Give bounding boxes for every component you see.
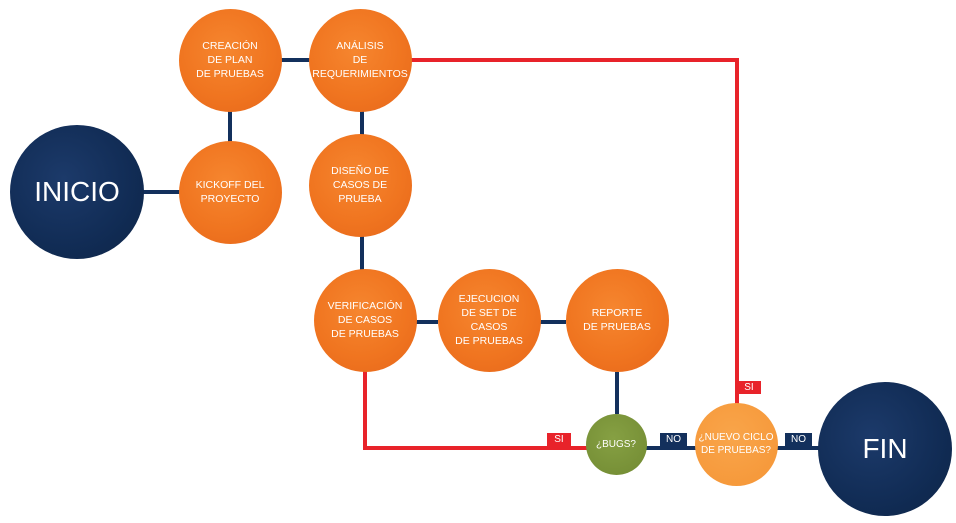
verificacion-casos-label: VERIFICACIÓN DE CASOS DE PRUEBAS: [327, 300, 403, 340]
reporte-pruebas-node: REPORTE DE PRUEBAS: [565, 268, 669, 372]
diseno-casos-node: DISEÑO DE CASOS DE PRUEBA: [308, 133, 412, 237]
si-nuevo-ciclo-tag: SI: [737, 381, 761, 394]
creacion-plan-label: CREACIÓN DE PLAN DE PRUEBAS: [196, 40, 264, 80]
analisis-requerimientos-node: ANÁLISIS DE REQUERIMIENTOS: [308, 8, 412, 112]
line-nuevociclo-si-loop: [410, 58, 739, 404]
nuevo-ciclo-decision-label: ¿NUEVO CICLO DE PRUEBAS?: [698, 432, 774, 456]
reporte-pruebas-label: REPORTE DE PRUEBAS: [583, 307, 651, 333]
ejecucion-set-node: EJECUCION DE SET DE CASOS DE PRUEBAS: [437, 268, 541, 372]
diseno-casos-label: DISEÑO DE CASOS DE PRUEBA: [331, 165, 389, 205]
kickoff-node: KICKOFF DEL PROYECTO: [178, 140, 282, 244]
inicio-node: INICIO: [10, 125, 144, 259]
analisis-requerimientos-label: ANÁLISIS DE REQUERIMIENTOS: [312, 40, 408, 80]
verificacion-casos-node: VERIFICACIÓN DE CASOS DE PRUEBAS: [313, 268, 417, 372]
bugs-decision-label: ¿BUGS?: [595, 438, 636, 450]
bugs-decision-node: ¿BUGS?: [585, 413, 647, 475]
kickoff-label: KICKOFF DEL PROYECTO: [195, 179, 265, 205]
fin-label: FIN: [862, 433, 908, 464]
creacion-plan-node: CREACIÓN DE PLAN DE PRUEBAS: [178, 8, 282, 112]
no-bugs-tag: NO: [660, 433, 687, 446]
inicio-label: INICIO: [34, 176, 120, 207]
ejecucion-set-label: EJECUCION DE SET DE CASOS DE PRUEBAS: [455, 293, 523, 347]
line-bugs-si-loop: [363, 370, 588, 450]
nuevo-ciclo-decision-node: ¿NUEVO CICLO DE PRUEBAS?: [694, 402, 778, 486]
fin-node: FIN: [818, 382, 952, 516]
no-nuevo-ciclo-tag: NO: [785, 433, 812, 446]
si-bugs-tag: SI: [547, 433, 571, 446]
